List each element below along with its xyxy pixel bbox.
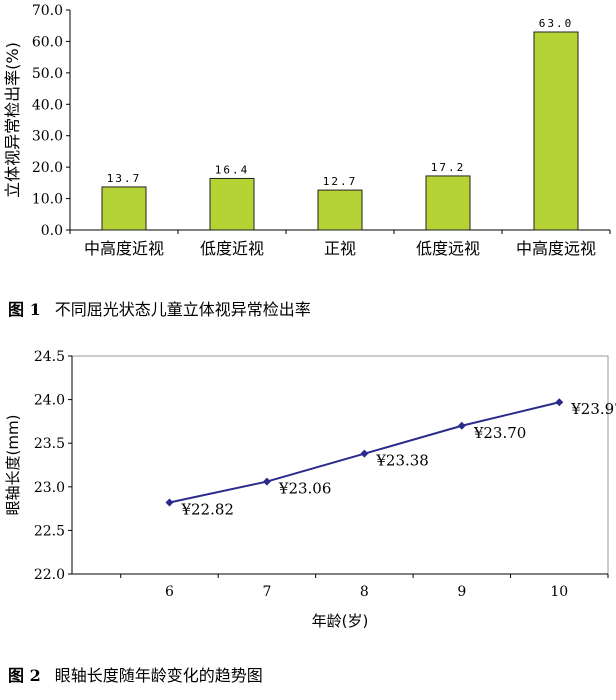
figure2-caption-label: 图 2 <box>8 666 41 685</box>
point-data-label: ¥23.70 <box>473 424 527 442</box>
bar <box>209 177 255 231</box>
y-tick-label: 24.5 <box>34 349 65 365</box>
x-tick-label: 9 <box>457 584 466 600</box>
figure1-caption-text: 不同屈光状态儿童立体视异常检出率 <box>54 300 311 319</box>
bar-data-label: 63.0 <box>539 17 574 30</box>
y-tick-label: 40.0 <box>32 97 63 113</box>
point-data-label: ¥22.82 <box>180 500 234 518</box>
y-axis-title: 立体视异常检出率(%) <box>3 42 22 198</box>
bar-chart-stereo-anomaly: 0.0 10.0 20.0 30.0 40.0 50.0 60.0 70.0 13.7 中高度近视… <box>3 3 611 258</box>
y-tick-label: 22.5 <box>34 523 65 539</box>
plot-area-frame <box>71 355 609 575</box>
bar-data-label: 13.7 <box>107 172 142 185</box>
y-tick-label: 20.0 <box>32 160 63 176</box>
figure1-caption: 图 1 不同屈光状态儿童立体视异常检出率 <box>8 296 311 320</box>
y-tick-label: 24.0 <box>34 393 65 409</box>
x-category-label: 低度远视 <box>416 239 480 258</box>
data-point-marker <box>457 421 466 430</box>
x-axis-title: 年龄(岁) <box>312 612 369 630</box>
y-tick-label: 70.0 <box>32 3 63 19</box>
bar-data-label: 12.7 <box>323 175 358 188</box>
x-tick-label: 6 <box>165 584 174 600</box>
data-point-marker <box>555 398 564 407</box>
x-category-label: 低度近视 <box>200 239 264 258</box>
data-point-marker <box>262 477 271 486</box>
x-category-label: 中高度远视 <box>516 239 596 258</box>
point-data-label: ¥23.06 <box>278 480 332 498</box>
data-point-marker <box>360 449 369 458</box>
x-tick-label: 10 <box>550 584 568 600</box>
figure2-caption: 图 2 眼轴长度随年龄变化的趋势图 <box>8 662 263 686</box>
bar <box>317 189 363 231</box>
y-tick-label: 0.0 <box>41 223 63 239</box>
bar <box>425 175 471 231</box>
bar-data-label: 16.4 <box>215 163 250 176</box>
x-category-label: 中高度近视 <box>84 239 164 258</box>
y-axis-title: 眼轴长度(mm) <box>4 415 22 516</box>
x-category-label: 正视 <box>324 239 356 258</box>
x-tick-label: 8 <box>360 584 369 600</box>
figure2-caption-text: 眼轴长度随年龄变化的趋势图 <box>54 666 263 685</box>
x-tick-label: 7 <box>262 584 271 600</box>
bar <box>533 31 579 231</box>
bar <box>101 186 147 231</box>
y-tick-label: 60.0 <box>32 34 63 50</box>
y-tick-label: 10.0 <box>32 192 63 208</box>
y-tick-label: 50.0 <box>32 66 63 82</box>
y-tick-label: 23.5 <box>34 436 65 452</box>
figure1-caption-label: 图 1 <box>8 300 41 319</box>
y-tick-label: 23.0 <box>34 480 65 496</box>
line-chart-axial-length: 22.0 22.5 23.0 23.5 24.0 24.5 6 7 8 9 10 ¥22.82 ¥23.… <box>4 349 616 630</box>
point-data-label: ¥23.38 <box>375 452 429 470</box>
y-tick-label: 22.0 <box>34 567 65 583</box>
point-data-label: ¥23.97 <box>570 400 616 418</box>
data-point-marker <box>165 498 174 507</box>
bar-data-label: 17.2 <box>431 161 466 174</box>
y-tick-label: 30.0 <box>32 129 63 145</box>
